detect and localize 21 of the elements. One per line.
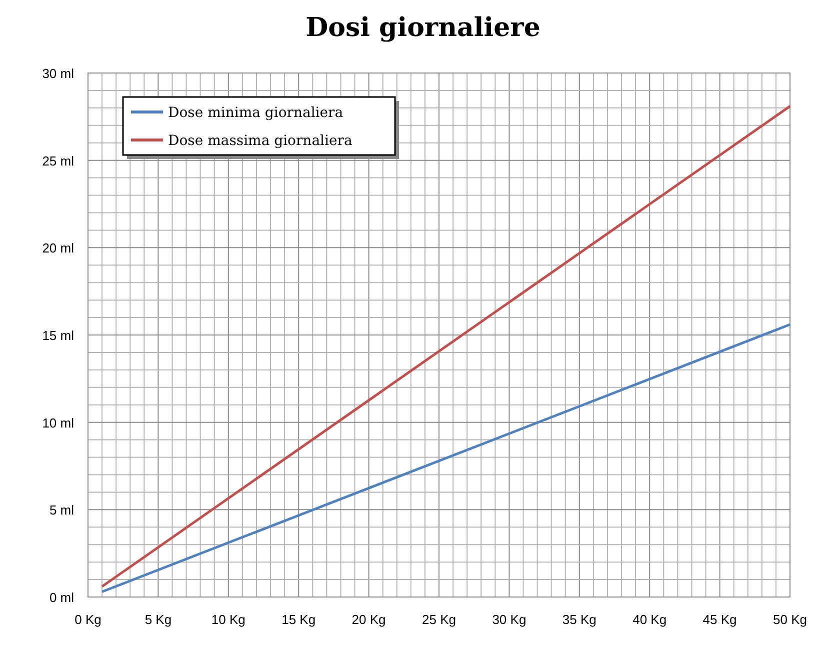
y-tick-label: 5 ml — [49, 502, 74, 518]
x-tick-label: 50 Kg — [773, 612, 807, 627]
x-tick-label: 45 Kg — [702, 612, 737, 627]
x-tick-label: 0 Kg — [74, 612, 102, 627]
y-tick-label: 0 ml — [49, 590, 74, 605]
chart-title: Dosi giornaliere — [306, 13, 540, 43]
legend-label: Dose massima giornaliera — [168, 133, 352, 149]
y-tick-label: 25 ml — [42, 153, 74, 168]
y-tick-label: 15 ml — [42, 328, 74, 343]
x-tick-label: 30 Kg — [492, 612, 526, 627]
y-tick-label: 20 ml — [42, 240, 74, 256]
x-tick-label: 25 Kg — [422, 612, 456, 627]
x-tick-label: 40 Kg — [632, 612, 667, 627]
x-tick-label: 20 Kg — [352, 612, 386, 627]
x-tick-label: 10 Kg — [211, 612, 246, 627]
legend-label: Dose minima giornaliera — [168, 105, 344, 121]
x-tick-label: 15 Kg — [282, 612, 316, 627]
y-tick-label: 30 ml — [42, 66, 74, 81]
y-tick-label: 10 ml — [42, 415, 74, 430]
x-tick-label: 5 Kg — [144, 612, 172, 627]
x-tick-label: 35 Kg — [562, 612, 596, 627]
